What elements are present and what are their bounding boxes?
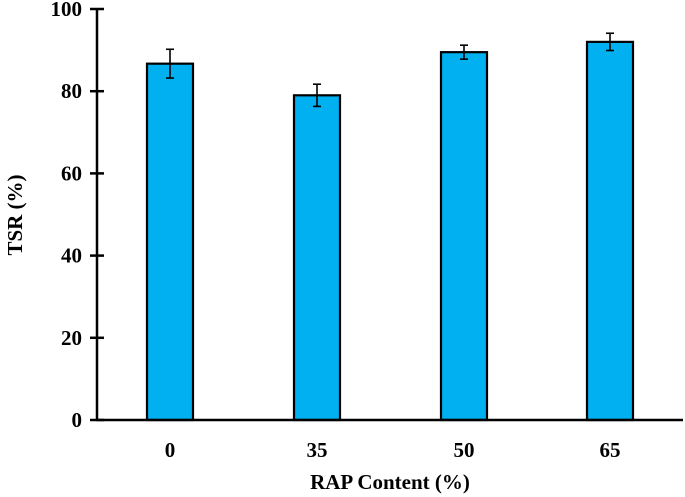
y-tick-label: 0 [72,408,83,432]
error-bar [313,83,321,108]
y-tick-label: 100 [51,0,83,21]
bar [585,40,635,422]
x-tick-label: 0 [165,438,176,462]
x-tick-label: 35 [307,438,328,462]
bar [145,62,195,422]
error-bar [166,48,174,79]
error-bar [606,32,614,52]
y-tick-label: 80 [61,79,82,103]
error-bar [460,44,468,60]
x-tick-label: 65 [600,438,621,462]
bar [292,94,342,422]
y-tick-label: 40 [61,244,82,268]
x-axis-title: RAP Content (%) [310,470,470,494]
bars [145,32,635,422]
y-axis-title: TSR (%) [3,174,27,255]
y-tick-label: 20 [61,326,82,350]
x-axis-tick-labels: 0 35 50 65 [165,438,621,462]
bar [439,51,489,422]
y-tick-label: 60 [61,161,82,185]
x-tick-label: 50 [454,438,475,462]
